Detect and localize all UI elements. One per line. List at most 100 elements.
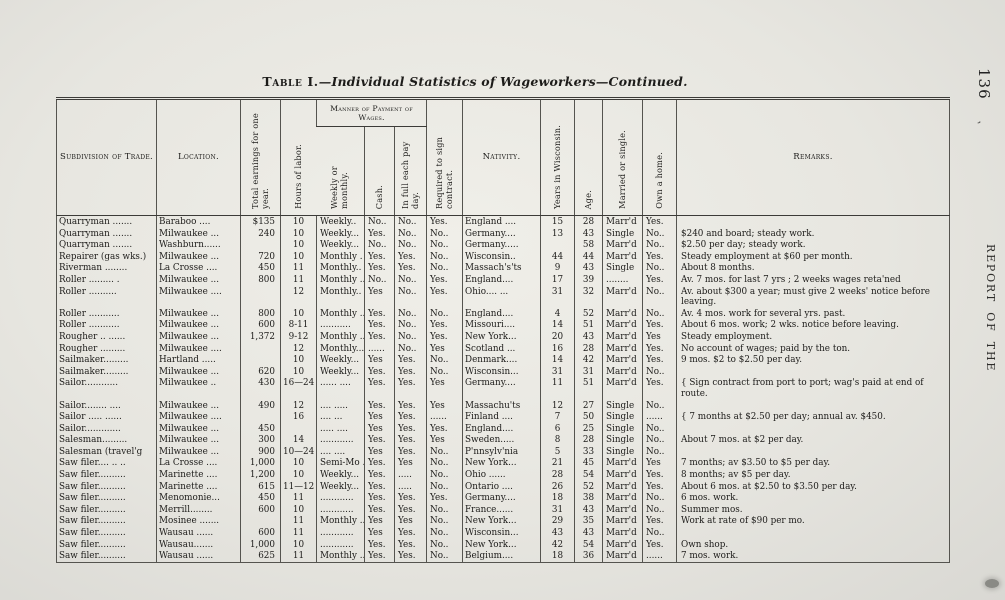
cell-own-home: Yes. bbox=[642, 354, 677, 366]
cell-sign-contract: Yes. bbox=[426, 273, 463, 286]
cell-remarks bbox=[676, 399, 950, 412]
table-title-prefix: Table I. bbox=[262, 74, 319, 89]
cell-earnings: 1,200 bbox=[240, 469, 281, 481]
cell-own-home: ...... bbox=[642, 550, 677, 563]
cell-own-home: Yes. bbox=[642, 480, 677, 493]
cell-in-full: Yes. bbox=[393, 411, 427, 423]
cell-age: 36 bbox=[574, 550, 603, 563]
cell-remarks: Av. about $300 a year; must give 2 weeks… bbox=[676, 285, 950, 308]
table-row: Quarryman ....... Baraboo .... $135 10 W… bbox=[57, 215, 950, 228]
wage-table: Subdivision of Trade. Location. Total ea… bbox=[56, 97, 951, 563]
column-header-payment-group: Manner of Payment of Wages. bbox=[315, 98, 427, 127]
cell-remarks: About 7 mos. at $2 per day. bbox=[676, 434, 950, 446]
cell-own-home: Yes. bbox=[642, 342, 677, 355]
cell-in-full: No.. bbox=[393, 273, 427, 286]
cell-married-single: Marr'd bbox=[602, 319, 643, 331]
cell-years-wisconsin: 8 bbox=[540, 434, 575, 446]
cell-age: 51 bbox=[574, 377, 603, 400]
cell-married-single: Single bbox=[602, 399, 643, 412]
cell-age: 52 bbox=[574, 480, 603, 493]
cell-hours: 10 bbox=[280, 503, 317, 516]
cell-hours: 10—24 bbox=[280, 445, 317, 458]
cell-remarks: { 7 months at $2.50 per day; annual av. … bbox=[676, 411, 950, 423]
cell-remarks bbox=[676, 215, 950, 228]
cell-nativity: France...... bbox=[462, 503, 541, 516]
cell-remarks: Summer mos. bbox=[676, 503, 950, 516]
cell-location: La Crosse .... bbox=[156, 457, 241, 470]
cell-hours: 11 bbox=[280, 492, 317, 504]
cell-in-full: Yes. bbox=[393, 503, 427, 516]
cell-own-home: No.. bbox=[642, 307, 677, 320]
cell-in-full: Yes. bbox=[393, 422, 427, 435]
table-row: Saw filer.......... Menomonie... 450 11 … bbox=[57, 492, 950, 504]
cell-age: 25 bbox=[574, 422, 603, 435]
column-header-weekly-monthly: Weekly or monthly. bbox=[316, 126, 365, 216]
cell-cash: No.. bbox=[364, 239, 395, 251]
cell-earnings: 900 bbox=[240, 445, 281, 458]
cell-married-single: Marr'd bbox=[602, 354, 643, 366]
cell-nativity: Belgium.... bbox=[462, 550, 541, 563]
cell-cash: Yes. bbox=[364, 330, 395, 343]
table-header: Subdivision of Trade. Location. Total ea… bbox=[56, 98, 950, 216]
cell-married-single: ........ bbox=[602, 273, 643, 286]
cell-own-home: No.. bbox=[642, 422, 677, 435]
cell-in-full: ..... bbox=[393, 469, 427, 481]
table-row: Saw filer.......... Marinette .... 615 1… bbox=[57, 480, 950, 493]
cell-earnings: 800 bbox=[240, 273, 281, 286]
cell-cash: Yes. bbox=[364, 503, 395, 516]
cell-subdivision: Saw filer.......... bbox=[59, 493, 126, 504]
cell-cash: Yes bbox=[364, 445, 395, 458]
table-row: Sailmaker......... Hartland ..... 10 Wee… bbox=[57, 354, 950, 366]
column-header-hours: Hours of labor. bbox=[280, 98, 317, 216]
table-row: Repairer (gas wks.) Milwaukee ... 720 10… bbox=[57, 250, 950, 263]
cell-sign-contract: Yes. bbox=[426, 215, 463, 228]
cell-married-single: Single bbox=[602, 422, 643, 435]
cell-in-full: No.. bbox=[393, 215, 427, 228]
cell-weekly-monthly: .... ..... bbox=[316, 399, 365, 412]
cell-cash: Yes bbox=[364, 422, 395, 435]
cell-hours: 8-11 bbox=[280, 319, 317, 331]
cell-remarks bbox=[676, 422, 950, 435]
cell-subdivision: Sailor........ .... bbox=[59, 400, 121, 411]
cell-remarks: $2.50 per day; steady work. bbox=[676, 239, 950, 251]
cell-years-wisconsin: 17 bbox=[540, 273, 575, 286]
cell-married-single: Marr'd bbox=[602, 342, 643, 355]
cell-remarks: { Sign contract from port to port; wag's… bbox=[676, 377, 950, 400]
cell-years-wisconsin: 44 bbox=[540, 250, 575, 263]
cell-cash: No.. bbox=[364, 273, 395, 286]
cell-hours: 10 bbox=[280, 250, 317, 263]
cell-cash: No.. bbox=[364, 215, 395, 228]
cell-nativity: Ohio.... ... bbox=[462, 285, 541, 308]
cell-subdivision: Sailmaker......... bbox=[59, 355, 129, 366]
cell-cash: Yes. bbox=[364, 399, 395, 412]
cell-own-home: No.. bbox=[642, 227, 677, 240]
cell-subdivision: Saw filer.......... bbox=[59, 470, 126, 481]
cell-nativity: Missouri.... bbox=[462, 319, 541, 331]
cell-location: Milwaukee ... bbox=[156, 227, 241, 240]
cell-subdivision: Quarryman ....... bbox=[59, 217, 133, 227]
cell-subdivision: Roller .......... bbox=[59, 286, 117, 297]
cell-age: 45 bbox=[574, 457, 603, 470]
page-title: Table I.—Individual Statistics of Wagewo… bbox=[0, 74, 950, 89]
cell-sign-contract: Yes. bbox=[426, 492, 463, 504]
cell-location: La Crosse .... bbox=[156, 262, 241, 274]
cell-earnings: 600 bbox=[240, 503, 281, 516]
cell-subdivision: Salesman (travel'g bbox=[59, 446, 143, 457]
cell-weekly-monthly: Weekly... bbox=[316, 227, 365, 240]
cell-earnings: 240 bbox=[240, 227, 281, 240]
cell-years-wisconsin bbox=[540, 239, 575, 251]
cell-hours: 10 bbox=[280, 365, 317, 378]
cell-married-single: Marr'd bbox=[602, 503, 643, 516]
cell-married-single: Marr'd bbox=[602, 215, 643, 228]
cell-sign-contract: Yes. bbox=[426, 422, 463, 435]
cell-age: 33 bbox=[574, 445, 603, 458]
cell-own-home: No.. bbox=[642, 399, 677, 412]
cell-nativity: Scotland ... bbox=[462, 342, 541, 355]
cell-weekly-monthly: Weekly... bbox=[316, 365, 365, 378]
cell-remarks: About 8 months. bbox=[676, 262, 950, 274]
cell-age: 38 bbox=[574, 492, 603, 504]
cell-in-full: Yes bbox=[393, 457, 427, 470]
table-row: Sailmaker......... Milwaukee ... 620 10 … bbox=[57, 365, 950, 378]
cell-years-wisconsin: 14 bbox=[540, 354, 575, 366]
cell-years-wisconsin: 31 bbox=[540, 365, 575, 378]
